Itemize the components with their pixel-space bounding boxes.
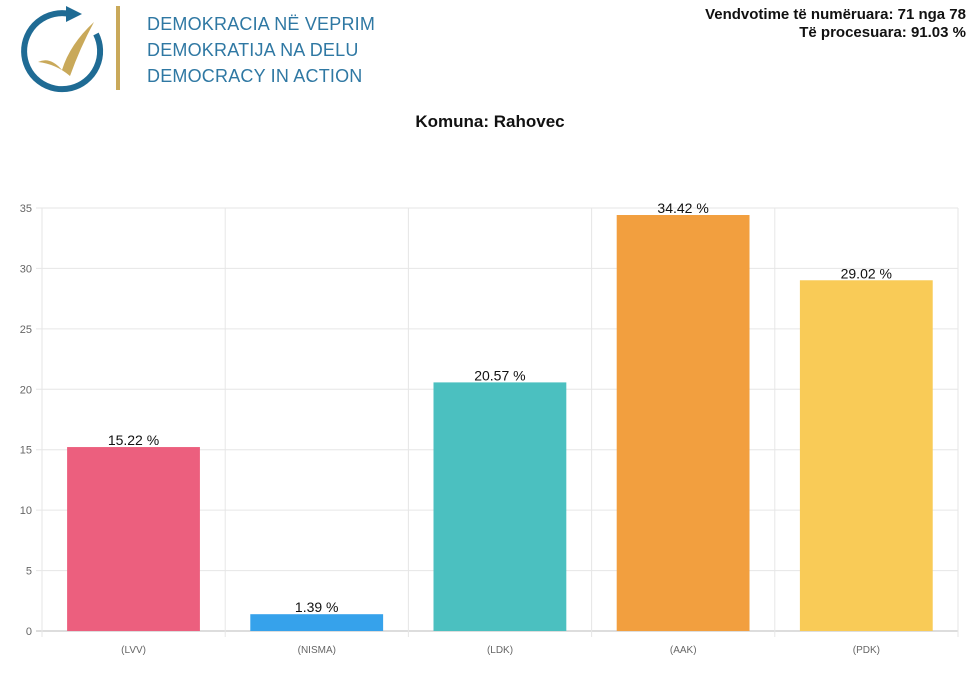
y-tick-label: 35 [20, 203, 32, 215]
stats: Vendvotime të numëruara: 71 nga 78 Të pr… [705, 6, 966, 42]
logo-line-3: DEMOCRACY IN ACTION [147, 66, 363, 86]
bar-ldk [433, 382, 567, 631]
x-tick-label: (AAK) [670, 645, 697, 656]
bar-lvv [67, 447, 200, 631]
y-tick-label: 0 [26, 626, 32, 638]
y-tick-label: 10 [20, 505, 32, 517]
x-tick-label: (NISMA) [298, 645, 336, 656]
x-tick-label: (PDK) [853, 645, 880, 656]
y-tick-label: 15 [20, 445, 32, 457]
logo-line-2: DEMOKRATIJA NA DELU [147, 40, 359, 60]
counted-stations: Vendvotime të numëruara: 71 nga 78 [705, 6, 966, 23]
data-label: 29.02 % [841, 265, 892, 281]
x-tick-label: (LVV) [121, 645, 146, 656]
y-tick-label: 20 [20, 384, 32, 396]
data-label: 34.42 % [657, 200, 708, 216]
bar-aak [616, 215, 750, 632]
data-label: 1.39 % [295, 599, 339, 615]
bar-pdk [799, 280, 933, 631]
data-label: 15.22 % [108, 432, 159, 448]
logo-divider [116, 6, 120, 90]
x-tick-label: (LDK) [487, 645, 513, 656]
y-tick-label: 5 [26, 566, 32, 578]
y-tick-label: 25 [20, 324, 32, 336]
chart-title: Komuna: Rahovec [415, 112, 565, 131]
logo-check-circle-icon [21, 6, 104, 93]
data-label: 20.57 % [474, 367, 525, 383]
bar-nisma [250, 614, 384, 631]
processed-percent: Të procesuara: 91.03 % [799, 24, 966, 41]
y-tick-label: 30 [20, 263, 32, 275]
logo: DEMOKRACIA NË VEPRIM DEMOKRATIJA NA DELU… [10, 4, 380, 94]
logo-line-1: DEMOKRACIA NË VEPRIM [147, 14, 376, 34]
